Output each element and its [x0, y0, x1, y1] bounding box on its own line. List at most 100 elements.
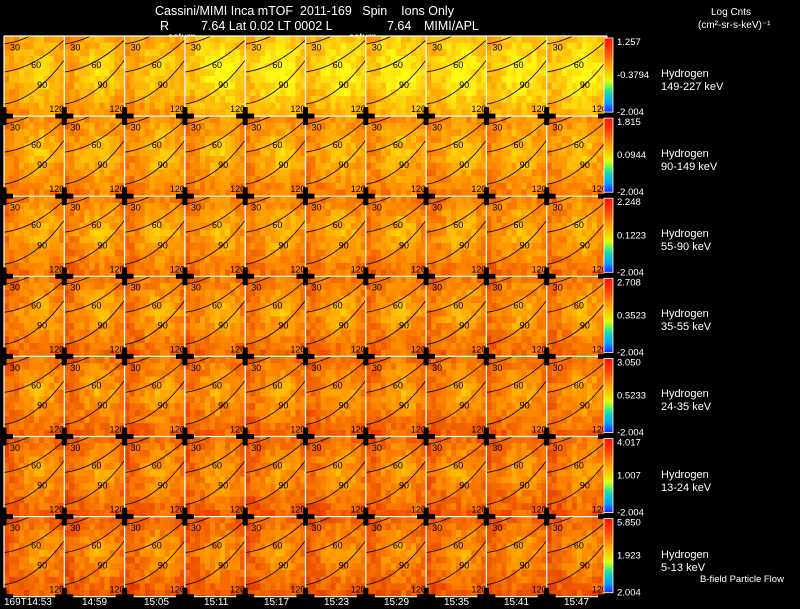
contour-label: 60 [212, 220, 222, 230]
contour-label: 120 [471, 344, 486, 354]
image-panel: 30 60 90 120 [486, 516, 547, 597]
image-panel: 30 60 90 120 [426, 436, 487, 517]
contour-label: 90 [339, 561, 349, 571]
intersection-marker [537, 587, 556, 606]
intersection-marker [55, 507, 74, 526]
intersection-marker [296, 187, 315, 206]
contour-label: 120 [351, 505, 366, 515]
contour-label: 60 [333, 300, 343, 310]
contour-label: 30 [312, 42, 322, 52]
colorbar-mid: 0.5233 [617, 390, 646, 401]
contour-label: 90 [37, 320, 47, 330]
image-panel: 30 60 90 120 [365, 116, 427, 197]
colorbar [603, 197, 614, 273]
contour-label: 120 [49, 264, 64, 274]
contour-label: 30 [131, 523, 141, 533]
image-panel: 30 60 90 120 [245, 516, 306, 597]
intersection-marker [55, 587, 74, 606]
energy-label: 13-24 keV [661, 481, 712, 494]
image-panel: 30 60 90 120 [365, 276, 427, 357]
species-label: Hydrogen [661, 68, 709, 80]
intersection-marker [0, 267, 13, 286]
contour-label: 60 [514, 461, 524, 471]
contour-label: 30 [372, 523, 382, 533]
contour-label: 120 [411, 264, 426, 274]
contour-label: 120 [230, 184, 245, 194]
image-panel: 30 60 90 120 [305, 196, 366, 277]
image-panel: 30 60 90 120 [426, 116, 487, 197]
intersection-marker [55, 267, 74, 286]
contour-label: 120 [110, 184, 125, 194]
image-panel: 30 60 90 120 [486, 276, 547, 357]
energy-label: 5-13 keV [661, 561, 706, 574]
position-values: 7.64 Lat 0.02 LT 0002 L [201, 19, 333, 33]
intersection-marker [417, 507, 436, 526]
contour-label: 120 [230, 505, 245, 515]
contour-label: 30 [131, 123, 141, 133]
contour-label: 60 [453, 140, 463, 150]
energy-label: 90-149 keV [661, 161, 718, 174]
contour-label: 90 [97, 400, 107, 410]
intersection-marker [296, 347, 315, 366]
contour-label: 60 [393, 461, 403, 471]
contour-label: 60 [91, 380, 101, 390]
contour-label: 60 [31, 220, 41, 230]
contour-label: 30 [251, 42, 261, 52]
contour-label: 120 [532, 585, 547, 595]
contour-label: 120 [49, 184, 64, 194]
contour-label: 120 [592, 344, 607, 354]
contour-label: 30 [131, 283, 141, 293]
time-tick-label: 15:41 [504, 597, 530, 608]
contour-label: 30 [432, 363, 442, 373]
colorbar-min: -2.004 [617, 187, 644, 198]
units-line-1: Log Cnts [711, 7, 752, 18]
contour-label: 30 [372, 203, 382, 213]
contour-label: 60 [453, 220, 463, 230]
intersection-marker [175, 187, 194, 206]
image-panel: 30 60 90 120 [245, 276, 306, 357]
contour-label: 30 [131, 443, 141, 453]
institution-label: MIMI/APL [424, 19, 479, 33]
contour-label: 90 [459, 320, 469, 330]
contour-label: 120 [471, 585, 486, 595]
contour-label: 30 [191, 443, 201, 453]
colorbar-mid: 1.923 [617, 551, 641, 562]
contour-label: 60 [272, 300, 282, 310]
image-panel: 30 60 90 120 [305, 356, 366, 437]
image-panel: 30 60 90 120 [124, 196, 185, 277]
contour-label: 60 [152, 380, 162, 390]
contour-label: 30 [191, 363, 201, 373]
contour-label: 30 [372, 123, 382, 133]
intersection-marker [417, 347, 436, 366]
contour-label: 90 [97, 240, 107, 250]
contour-label: 90 [97, 80, 107, 90]
contour-label: 90 [399, 160, 409, 170]
intersection-marker [115, 347, 134, 366]
contour-label: 90 [580, 160, 590, 170]
image-panel: 30 60 90 120 [305, 516, 366, 597]
contour-label: 120 [290, 585, 305, 595]
intersection-marker [537, 267, 556, 286]
contour-label: 30 [312, 283, 322, 293]
contour-label: 30 [553, 363, 563, 373]
intersection-marker [356, 347, 375, 366]
contour-label: 120 [110, 585, 125, 595]
contour-label: 30 [492, 443, 502, 453]
contour-label: 60 [152, 220, 162, 230]
intersection-marker [477, 187, 496, 206]
contour-label: 90 [278, 80, 288, 90]
image-panel: 30 60 90 120 [4, 516, 65, 597]
contour-label: 90 [158, 481, 168, 491]
contour-label: 120 [290, 505, 305, 515]
image-panel: 30 60 90 120 [64, 436, 125, 517]
contour-label: 30 [10, 443, 20, 453]
image-panel: 30 60 90 120 [64, 356, 125, 437]
contour-label: 90 [339, 320, 349, 330]
contour-label: 120 [411, 104, 426, 114]
contour-label: 120 [170, 505, 185, 515]
image-panel: 30 60 90 120 [124, 36, 185, 117]
intersection-marker [0, 107, 13, 126]
intersection-marker [0, 347, 13, 366]
time-tick-label: 15:05 [144, 597, 170, 608]
contour-label: 90 [37, 160, 47, 170]
